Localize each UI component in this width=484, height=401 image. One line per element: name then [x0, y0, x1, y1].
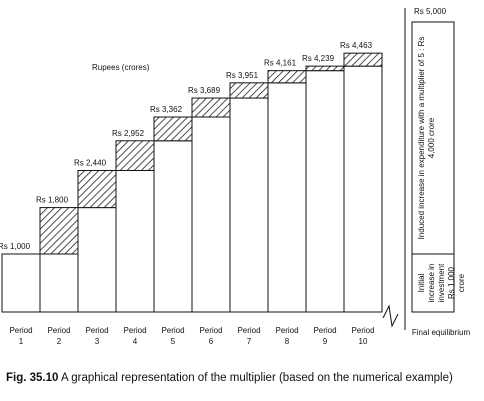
value-label: Rs 2,952	[112, 129, 145, 138]
final-label: Final equilibrium	[411, 328, 471, 337]
value-label: Rs 3,362	[150, 105, 183, 114]
segment-label: Induced increase in expenditure with a m…	[417, 36, 436, 240]
bar-base	[305, 70, 345, 313]
value-label: Rs 3,689	[188, 86, 221, 95]
x-tick-label: Period 3	[85, 326, 109, 346]
bar-increment	[305, 65, 345, 72]
value-label: Rs 4,463	[340, 41, 373, 50]
bar-increment	[115, 140, 155, 171]
value-label: Rs 2,440	[74, 158, 107, 167]
value-label: Rs 4,239	[302, 54, 335, 63]
bar-increment	[153, 116, 193, 142]
value-label: Rs 1,800	[36, 196, 69, 205]
x-tick-label: Period 5	[161, 326, 185, 346]
final-value-label: Rs 5,000	[414, 7, 447, 16]
bar-base	[77, 207, 117, 313]
value-label: Rs 3,951	[226, 71, 259, 80]
final-segment	[411, 21, 455, 255]
unit-label: Rupees (crores)	[92, 63, 150, 72]
bar-base	[153, 140, 193, 313]
value-label: Rs 1,000	[0, 242, 31, 251]
x-tick-label: Period 10	[351, 326, 375, 346]
bar-increment	[77, 169, 117, 209]
bar-increment	[191, 97, 231, 118]
caption-label: Fig. 35.10	[6, 372, 59, 384]
bar-base	[229, 97, 269, 313]
bar-base	[267, 82, 307, 313]
axis-break	[382, 304, 399, 328]
bar	[1, 253, 41, 313]
segment-label: Initial increase in investment Rs 1,000 …	[417, 263, 466, 303]
bar-base	[343, 65, 383, 313]
bar-increment	[39, 207, 79, 255]
bar-base	[191, 116, 231, 313]
x-tick-label: Period 9	[313, 326, 337, 346]
bar-increment	[267, 70, 307, 84]
final-segment	[411, 253, 455, 313]
x-tick-label: Period 7	[237, 326, 261, 346]
x-tick-label: Period 4	[123, 326, 147, 346]
x-tick-label: Period 2	[47, 326, 71, 346]
caption: Fig. 35.10 A graphical representation of…	[6, 372, 453, 384]
value-label: Rs 4,161	[264, 59, 297, 68]
bar-base	[39, 253, 79, 313]
bar-increment	[343, 52, 383, 67]
bar-base	[115, 169, 155, 313]
caption-text: A graphical representation of the multip…	[60, 372, 453, 384]
x-tick-label: Period 8	[275, 326, 299, 346]
x-tick-label: Period 1	[9, 326, 33, 346]
bar-increment	[229, 82, 269, 99]
x-tick-label: Period 6	[199, 326, 223, 346]
